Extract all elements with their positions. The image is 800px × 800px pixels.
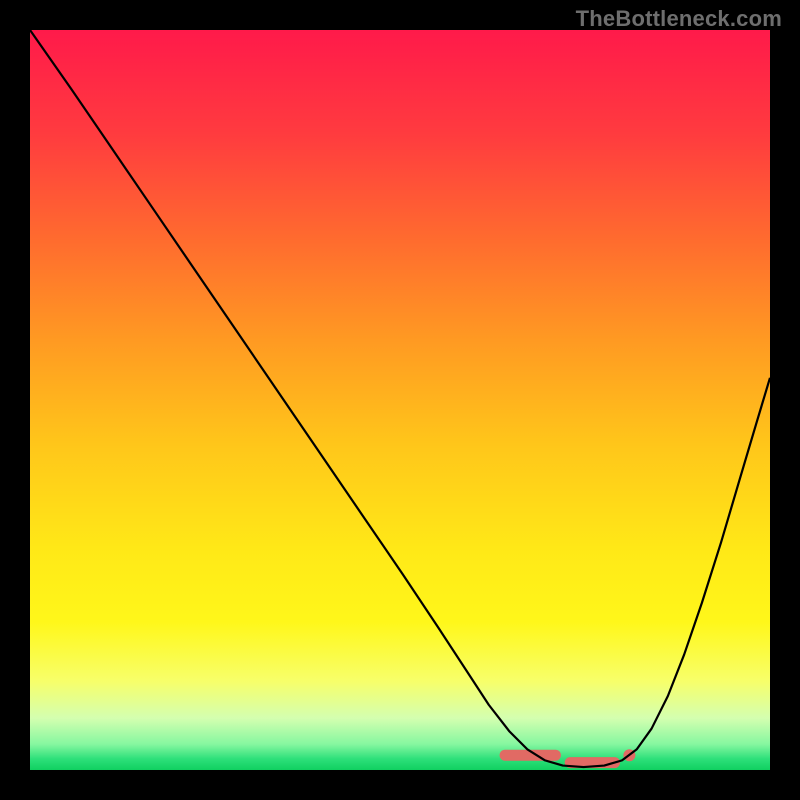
plot-background-gradient: [30, 30, 770, 770]
chart-container: TheBottleneck.com: [0, 0, 800, 800]
bottleneck-curve-chart: [0, 0, 800, 800]
watermark-text: TheBottleneck.com: [576, 6, 782, 32]
